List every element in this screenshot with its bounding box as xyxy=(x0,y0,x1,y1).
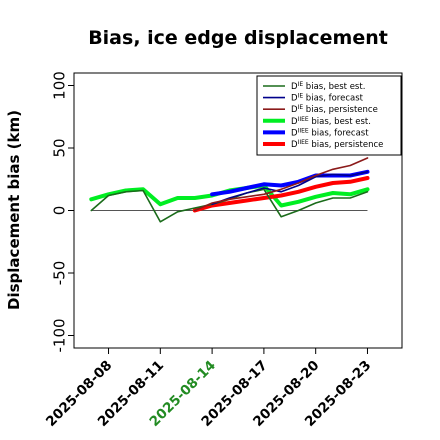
legend-entry-superscript: IIEE xyxy=(298,127,309,134)
legend-entry-superscript: IE xyxy=(298,93,304,100)
legend-entry-suffix: bias, forecast xyxy=(303,94,364,104)
legend-entry-suffix: bias, persistence xyxy=(303,105,378,115)
legend-entry-superscript: IE xyxy=(298,104,304,111)
legend-entry-superscript: IE xyxy=(298,81,304,88)
legend-entry: DIIEE bias, persistence xyxy=(291,139,383,150)
legend-entry-prefix: D xyxy=(291,82,298,92)
y-axis-label: Displacement bias (km) xyxy=(5,110,23,310)
legend: DIE bias, best est.DIE bias, forecastDIE… xyxy=(256,75,402,156)
legend-entry-prefix: D xyxy=(291,105,298,115)
legend-entry-suffix: bias, forecast xyxy=(309,128,370,138)
y-tick-label: -50 xyxy=(51,261,69,286)
legend-entry: DIE bias, forecast xyxy=(291,93,364,104)
chart-title: Bias, ice edge displacement xyxy=(88,27,388,49)
series-line-6 xyxy=(192,176,370,213)
series-layer xyxy=(89,157,370,223)
legend-entry-prefix: D xyxy=(291,140,298,150)
legend-entry: DIE bias, persistence xyxy=(291,104,378,115)
y-tick-label: 100 xyxy=(51,71,69,100)
legend-entry-suffix: bias, best est. xyxy=(303,82,365,92)
x-axis-ticks: 2025-08-082025-08-112025-08-142025-08-17… xyxy=(43,348,374,430)
legend-entry-prefix: D xyxy=(291,117,298,127)
legend-entry: DIE bias, best est. xyxy=(291,81,365,92)
legend-entry-superscript: IIEE xyxy=(298,116,309,123)
legend-entry-prefix: D xyxy=(291,128,298,138)
legend-entry-prefix: D xyxy=(291,94,298,104)
legend-entry-suffix: bias, persistence xyxy=(309,140,384,150)
series-line-3 xyxy=(194,157,369,212)
legend-entry: DIIEE bias, forecast xyxy=(291,127,369,138)
legend-entry-suffix: bias, best est. xyxy=(309,117,371,127)
legend-entry: DIIEE bias, best est. xyxy=(291,116,371,127)
series-line-2 xyxy=(211,171,369,206)
legend-entry-superscript: IIEE xyxy=(298,139,309,146)
y-tick-label: 0 xyxy=(51,206,69,216)
y-axis-ticks: -100 -50 0 50 100 xyxy=(51,71,74,353)
y-tick-label: -100 xyxy=(51,318,69,352)
legend-box xyxy=(256,75,402,156)
y-tick-label: 50 xyxy=(51,138,69,157)
